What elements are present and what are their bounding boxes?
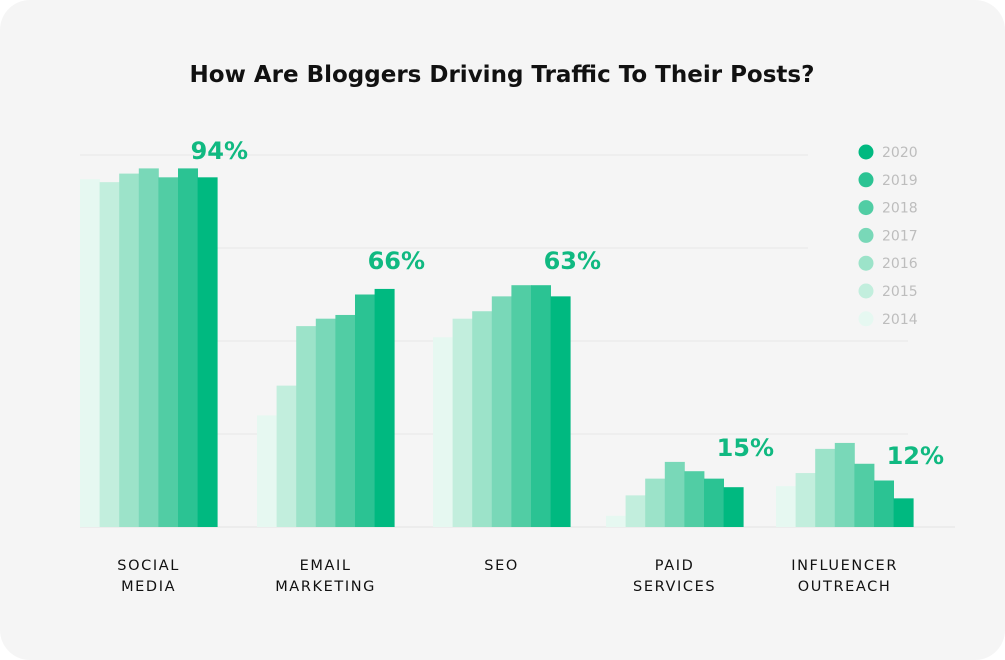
legend-dot-icon (858, 200, 874, 216)
legend-dot-icon (858, 283, 874, 299)
category-label: MARKETING (275, 579, 376, 595)
bar-2015-2 (452, 318, 473, 527)
legend-label: 2014 (882, 312, 918, 328)
bar-2020-3 (723, 487, 744, 527)
category-label: INFLUENCER (791, 558, 898, 574)
bar-2017-3 (664, 461, 685, 527)
legend-label: 2020 (882, 145, 918, 161)
data-label: 12% (887, 442, 944, 470)
bar-2020-0 (197, 177, 218, 527)
category-label: MEDIA (121, 579, 176, 595)
legend-dot-icon (858, 144, 874, 160)
bar-2017-0 (138, 168, 159, 527)
legend-item-2019: 2019 (858, 172, 918, 189)
legend-item-2018: 2018 (858, 200, 918, 217)
bar-2019-1 (355, 294, 375, 527)
legend-item-2016: 2016 (858, 255, 918, 272)
bar-2016-3 (645, 478, 666, 527)
bar-2018-0 (158, 177, 179, 527)
data-label: 63% (544, 247, 601, 275)
bar-2018-4 (854, 463, 875, 527)
bar-2020-4 (893, 498, 914, 527)
legend-dot-icon (858, 255, 874, 271)
bar-2019-4 (874, 480, 894, 527)
bar-2015-4 (795, 473, 816, 527)
bar-2014-4 (776, 486, 796, 527)
bar-2014-0 (80, 179, 100, 527)
legend-item-2017: 2017 (858, 227, 918, 244)
bar-2018-1 (335, 314, 356, 527)
legend-dot-icon (858, 172, 874, 188)
bar-2017-4 (834, 442, 855, 527)
category-label: SEO (484, 558, 519, 574)
bar-2018-3 (684, 471, 705, 527)
bar-2019-0 (178, 168, 198, 527)
bar-2016-4 (815, 448, 836, 527)
bar-2016-0 (119, 173, 140, 527)
legend-item-2020: 2020 (858, 144, 918, 161)
bar-2019-2 (531, 285, 551, 527)
category-label: SOCIAL (117, 558, 180, 574)
data-label: 94% (191, 137, 248, 165)
legend-label: 2016 (882, 256, 918, 272)
category-label: PAID (655, 558, 695, 574)
bar-2019-3 (704, 478, 724, 527)
bar-2017-2 (491, 296, 512, 527)
bar-2020-1 (374, 288, 395, 527)
legend-label: 2019 (882, 173, 918, 189)
legend-dot-icon (858, 311, 874, 327)
category-label: EMAIL (300, 558, 352, 574)
legend-item-2014: 2014 (858, 311, 918, 328)
data-label: 66% (368, 247, 425, 275)
category-label: SERVICES (633, 579, 716, 595)
bar-2020-2 (550, 296, 571, 527)
legend-dot-icon (858, 227, 874, 243)
bar-2017-1 (315, 318, 336, 527)
bar-2014-2 (433, 337, 453, 527)
chart-title: How Are Bloggers Driving Traffic To Thei… (190, 62, 815, 88)
bar-2015-1 (276, 385, 297, 527)
bar-2018-2 (511, 285, 532, 527)
bar-2014-3 (606, 515, 626, 527)
bar-2014-1 (257, 415, 277, 527)
legend-item-2015: 2015 (858, 283, 918, 300)
bar-2015-3 (625, 495, 646, 527)
bar-2015-0 (99, 182, 120, 527)
data-label: 15% (717, 434, 774, 462)
legend-label: 2018 (882, 201, 918, 217)
legend-label: 2017 (882, 228, 918, 244)
category-label: OUTREACH (798, 579, 892, 595)
bar-2016-2 (472, 311, 493, 527)
bar-2016-1 (296, 326, 317, 527)
legend-label: 2015 (882, 284, 918, 300)
